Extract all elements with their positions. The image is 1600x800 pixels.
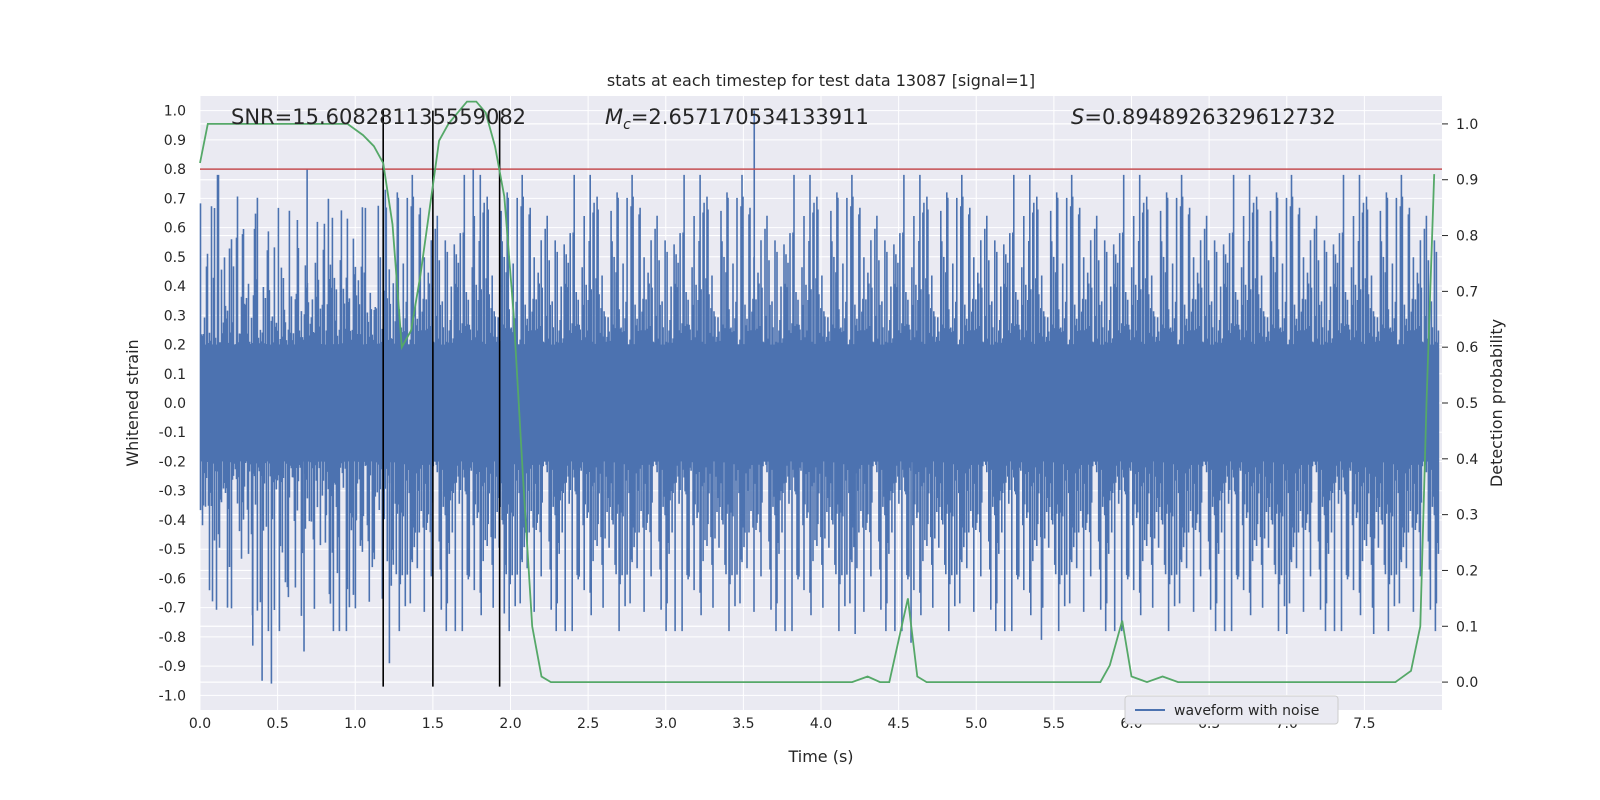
- x-tick-label: 4.5: [887, 716, 909, 732]
- vertical-markers: [382, 110, 501, 687]
- x-tick-label: 7.5: [1353, 716, 1375, 732]
- y-right-tick-label: 0.4: [1456, 452, 1478, 468]
- y-left-tick-label: -0.5: [159, 542, 186, 558]
- y-right-tick-label: 0.2: [1456, 563, 1478, 579]
- y-left-tick-label: -0.4: [159, 513, 186, 529]
- significance-value: =0.8948926329612732: [1084, 105, 1335, 129]
- y-left-tick-label: -0.9: [159, 659, 186, 675]
- x-tick-label: 0.0: [189, 716, 211, 732]
- y-left-tick-label: 0.3: [164, 308, 186, 324]
- x-tick-label: 3.5: [732, 716, 754, 732]
- y-left-tick-label: -0.8: [159, 630, 186, 646]
- y-right-tick-label: 0.5: [1456, 396, 1478, 412]
- y-left-tick-label: 0.5: [164, 250, 186, 266]
- y-left-axis-ticks: 1.0 0.9 0.8 0.7 0.6 0.5 0.4 0.3 0.2 0.1 0.0 -0.1 -0.…: [159, 104, 186, 705]
- y-left-tick-label: 0.4: [164, 279, 186, 295]
- y-left-tick-label: 0.7: [164, 191, 186, 207]
- y-left-axis-label: Whitened strain: [123, 339, 142, 466]
- x-tick-label: 3.0: [655, 716, 677, 732]
- chart-title: stats at each timestep for test data 130…: [607, 71, 1035, 90]
- x-tick-label: 5.0: [965, 716, 987, 732]
- y-left-tick-label: -0.7: [159, 601, 186, 617]
- x-tick-label: 2.0: [499, 716, 521, 732]
- legend: waveform with noise: [1124, 695, 1339, 725]
- x-tick-label: 2.5: [577, 716, 599, 732]
- legend-box: [1124, 695, 1339, 725]
- legend-label: waveform with noise: [1174, 703, 1319, 719]
- waveform-series: [199, 110, 1440, 684]
- x-tick-label: 4.0: [810, 716, 832, 732]
- y-right-axis-label: Detection probability: [1487, 319, 1506, 487]
- y-left-tick-label: 0.2: [164, 338, 186, 354]
- y-right-tick-label: 0.8: [1456, 229, 1478, 245]
- y-left-tick-label: -0.1: [159, 425, 186, 441]
- chirp-mass-annotation: Mc=2.657170534133911: [605, 105, 869, 133]
- snr-annotation: SNR=15.608281135559082: [231, 105, 526, 129]
- x-tick-label: 1.5: [422, 716, 444, 732]
- y-right-tick-label: 0.3: [1456, 508, 1478, 524]
- y-left-tick-label: 0.9: [164, 133, 186, 149]
- x-axis-label: Time (s): [787, 747, 853, 766]
- y-left-tick-label: 1.0: [164, 104, 186, 120]
- y-left-tick-label: -0.3: [159, 484, 186, 500]
- waveform-core-band: [200, 344, 1439, 462]
- y-right-tick-label: 0.0: [1456, 675, 1478, 691]
- chirp-mass-value: =2.657170534133911: [631, 105, 869, 129]
- significance-annotation: S=0.8948926329612732: [1071, 105, 1336, 129]
- y-right-tick-label: 0.1: [1456, 619, 1478, 635]
- y-left-tick-label: 0.1: [164, 367, 186, 383]
- y-left-tick-label: -0.6: [159, 571, 186, 587]
- significance-symbol: S: [1071, 105, 1084, 129]
- y-left-tick-label: 0.0: [164, 396, 186, 412]
- y-left-tick-label: -1.0: [159, 688, 186, 704]
- x-tick-label: 5.5: [1043, 716, 1065, 732]
- x-tick-label: 1.0: [344, 716, 366, 732]
- y-right-tick-label: 1.0: [1456, 117, 1478, 133]
- detection-probability-series: [199, 100, 1436, 684]
- y-left-tick-label: 0.6: [164, 221, 186, 237]
- chirp-mass-subscript: c: [623, 117, 631, 133]
- y-right-tick-label: 0.7: [1456, 284, 1478, 300]
- y-left-tick-label: 0.8: [164, 162, 186, 178]
- y-right-tick-label: 0.9: [1456, 173, 1478, 189]
- y-left-tick-label: -0.2: [159, 454, 186, 470]
- chirp-mass-symbol: M: [605, 105, 623, 129]
- y-right-tick-label: 0.6: [1456, 340, 1478, 356]
- detection-probability-line: [199, 100, 1436, 684]
- x-tick-label: 0.5: [266, 716, 288, 732]
- y-right-axis-ticks: 1.0 0.9 0.8 0.7 0.6 0.5 0.4 0.3 0.2 0.1 0.0: [1442, 117, 1478, 691]
